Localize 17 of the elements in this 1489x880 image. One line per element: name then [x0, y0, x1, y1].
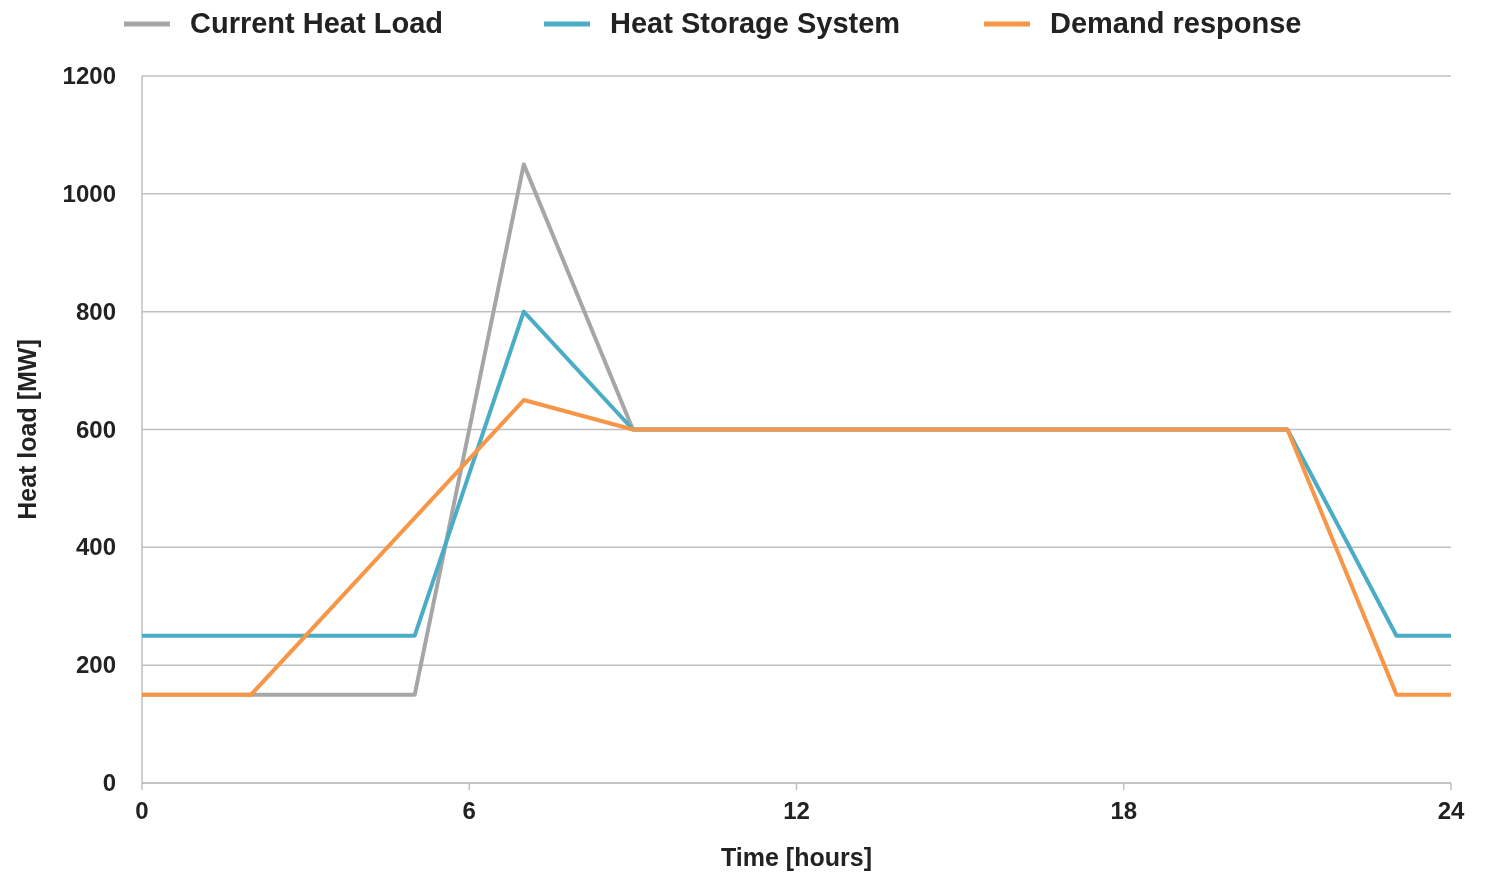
y-axis-title: Heat load [MW]: [13, 339, 41, 520]
y-tick-label: 200: [75, 651, 116, 679]
x-tick-label: 12: [783, 797, 810, 824]
x-axis-title: Time [hours]: [721, 843, 872, 871]
x-tick-label: 0: [135, 797, 149, 824]
legend-label: Current Heat Load: [190, 7, 443, 39]
y-tick-label: 800: [75, 297, 116, 325]
legend-label: Demand response: [1050, 7, 1302, 39]
x-tick-label: 6: [462, 797, 476, 824]
y-tick-label: 600: [75, 415, 116, 443]
x-tick-label: 24: [1437, 797, 1465, 824]
y-tick-label: 1200: [62, 62, 116, 89]
x-tick-label: 18: [1110, 797, 1138, 824]
y-tick-label: 1000: [62, 179, 116, 207]
legend-label: Heat Storage System: [610, 7, 901, 39]
y-tick-label: 400: [75, 533, 116, 561]
y-tick-label: 0: [102, 769, 116, 796]
